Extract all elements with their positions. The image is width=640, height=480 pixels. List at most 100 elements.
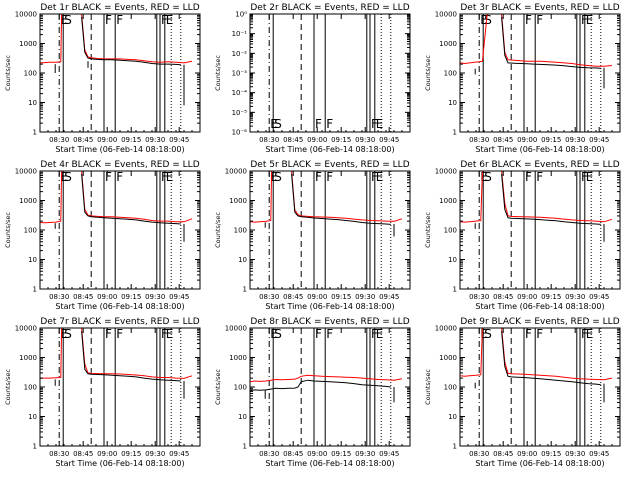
- x-tick-label: 09:45: [169, 293, 189, 301]
- plot-frame: [459, 327, 621, 447]
- x-axis-title: Start Time (06-Feb-14 08:18:00): [55, 459, 184, 468]
- y-tick-label: 100: [444, 227, 457, 235]
- y-tick-label: 1: [33, 129, 37, 137]
- y-tick-label: 10⁰: [235, 11, 247, 19]
- x-tick-label: 09:30: [145, 450, 165, 458]
- x-tick-label: 09:45: [589, 293, 609, 301]
- x-tick-label: 09:15: [331, 136, 351, 144]
- series-black: [501, 16, 601, 69]
- plot-frame: [39, 13, 201, 133]
- panel-det-4: Det 4r BLACK = Events, RED = LLDESFFFE11…: [4, 160, 201, 311]
- y-tick-label: 10: [28, 99, 37, 107]
- panel-title: Det 2r BLACK = Events, RED = LLD: [250, 3, 409, 13]
- event-label: E: [480, 327, 488, 341]
- y-tick-label: 10⁻³: [232, 70, 248, 78]
- panel-title: Det 8r BLACK = Events, RED = LLD: [250, 317, 409, 327]
- x-tick-label: 09:45: [379, 136, 399, 144]
- x-tick-label: 08:30: [259, 136, 279, 144]
- event-label: E: [270, 170, 278, 184]
- y-tick-label: 100: [24, 70, 37, 78]
- event-label: F: [525, 13, 532, 27]
- y-tick-label: 10⁻⁴: [232, 89, 248, 97]
- x-tick-label: 09:15: [541, 450, 561, 458]
- x-tick-label: 09:15: [121, 293, 141, 301]
- panel-det-9: Det 9r BLACK = Events, RED = LLDESFFFE11…: [424, 317, 621, 468]
- event-label: S: [274, 117, 282, 131]
- event-label: F: [326, 170, 333, 184]
- x-tick-label: 09:00: [97, 136, 117, 144]
- y-tick-label: 10⁻⁵: [232, 109, 248, 117]
- y-tick-label: 1000: [439, 354, 457, 362]
- y-tick-label: 1000: [19, 197, 37, 205]
- event-label: F: [326, 117, 333, 131]
- y-axis-title: Counts/sec: [4, 212, 12, 248]
- event-label: F: [525, 327, 532, 341]
- event-label: F: [315, 327, 322, 341]
- event-label: F: [315, 170, 322, 184]
- event-label: S: [64, 327, 72, 341]
- x-tick-label: 09:15: [541, 293, 561, 301]
- event-label: F: [536, 170, 543, 184]
- event-label: S: [484, 13, 492, 27]
- x-tick-label: 09:15: [331, 293, 351, 301]
- series-red: [250, 374, 403, 383]
- y-axis-title: Counts/sec: [424, 212, 432, 248]
- event-label: E: [166, 327, 174, 341]
- series-black: [501, 330, 601, 386]
- y-tick-label: 10000: [435, 168, 457, 176]
- series-black: [81, 16, 181, 66]
- event-label: E: [586, 13, 594, 27]
- x-tick-label: 09:30: [145, 136, 165, 144]
- series-red: [40, 171, 193, 224]
- plot-frame: [249, 13, 411, 133]
- event-label: E: [376, 170, 384, 184]
- y-tick-label: 10: [28, 256, 37, 264]
- panel-title: Det 4r BLACK = Events, RED = LLD: [40, 160, 199, 170]
- y-tick-label: 10⁻⁶: [232, 129, 248, 137]
- event-label: F: [105, 170, 112, 184]
- y-tick-label: 10000: [15, 325, 37, 333]
- x-tick-label: 09:30: [355, 136, 375, 144]
- x-tick-label: 08:45: [73, 293, 93, 301]
- x-tick-label: 09:15: [121, 136, 141, 144]
- x-tick-label: 09:30: [145, 293, 165, 301]
- plot-frame: [459, 170, 621, 290]
- panel-title: Det 6r BLACK = Events, RED = LLD: [460, 160, 619, 170]
- y-tick-label: 1: [453, 286, 457, 294]
- x-tick-label: 09:30: [355, 293, 375, 301]
- panel-det-7: Det 7r BLACK = Events, RED = LLDESFFFE11…: [4, 317, 201, 468]
- panel-title: Det 5r BLACK = Events, RED = LLD: [250, 160, 409, 170]
- y-tick-label: 10000: [15, 11, 37, 19]
- x-tick-label: 09:45: [589, 136, 609, 144]
- event-label: F: [116, 13, 123, 27]
- x-tick-label: 09:15: [541, 136, 561, 144]
- y-tick-label: 1000: [439, 197, 457, 205]
- x-tick-label: 09:00: [97, 293, 117, 301]
- x-tick-label: 09:15: [331, 450, 351, 458]
- event-label: E: [60, 327, 68, 341]
- y-tick-label: 1: [243, 286, 247, 294]
- y-tick-label: 1000: [229, 354, 247, 362]
- x-tick-label: 08:30: [49, 136, 69, 144]
- y-tick-label: 10000: [435, 11, 457, 19]
- x-tick-label: 08:45: [283, 136, 303, 144]
- series-black: [250, 379, 391, 392]
- x-tick-label: 08:30: [259, 293, 279, 301]
- series-red: [460, 171, 613, 223]
- y-tick-label: 10: [238, 413, 247, 421]
- y-axis-title: Counts/sec: [4, 55, 12, 91]
- event-label: F: [536, 13, 543, 27]
- x-tick-label: 08:45: [73, 136, 93, 144]
- y-tick-label: 10⁻²: [232, 50, 248, 58]
- x-tick-label: 09:45: [379, 450, 399, 458]
- y-tick-label: 10: [28, 413, 37, 421]
- y-tick-label: 1: [33, 443, 37, 451]
- x-axis-title: Start Time (06-Feb-14 08:18:00): [265, 459, 394, 468]
- y-axis-title: Counts/sec: [4, 369, 12, 405]
- y-axis-title: Counts/sec: [214, 369, 222, 405]
- series-red: [250, 171, 403, 223]
- plot-frame: [39, 170, 201, 290]
- series-red: [40, 14, 193, 64]
- y-tick-label: 1: [453, 129, 457, 137]
- event-label: E: [586, 170, 594, 184]
